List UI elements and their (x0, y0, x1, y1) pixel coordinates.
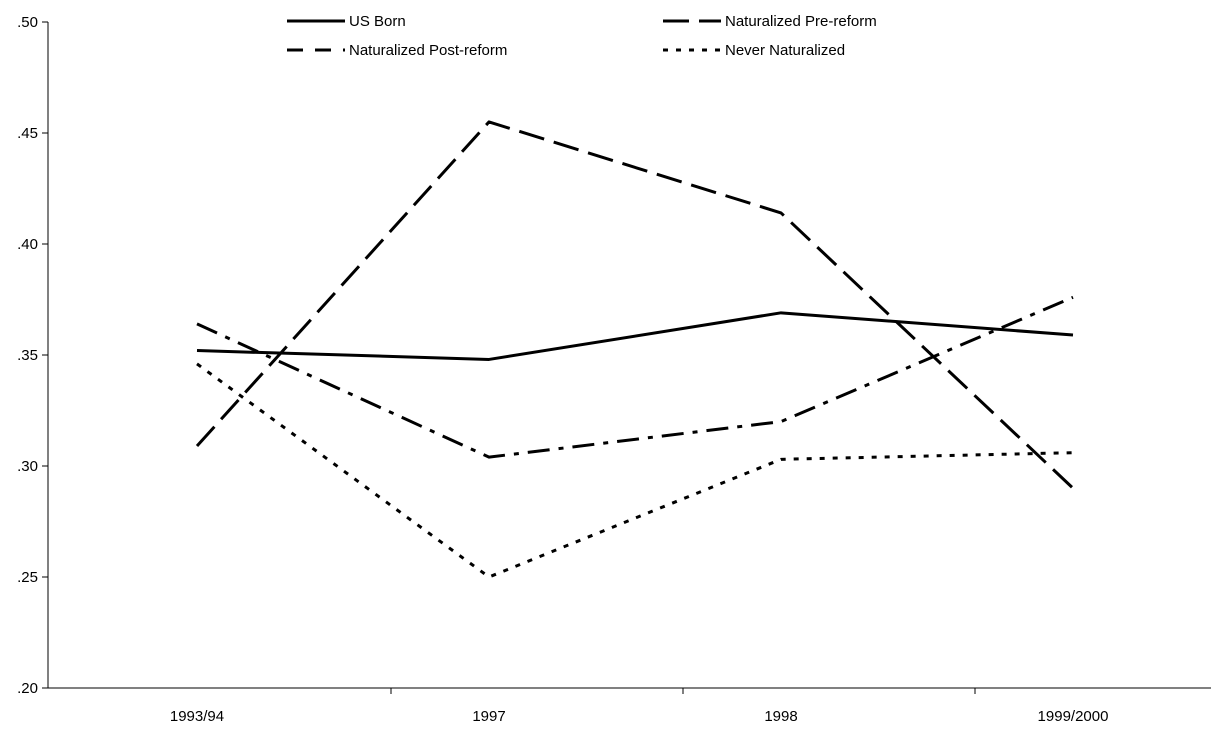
x-tick-label: 1993/94 (170, 708, 224, 725)
series-lines (195, 120, 1075, 579)
legend-label: US Born (349, 13, 406, 30)
y-tick-label: .45 (17, 125, 38, 142)
y-tick-label: .25 (17, 569, 38, 586)
legend-label: Never Naturalized (725, 42, 845, 59)
series-line-4 (196, 362, 1074, 579)
legend: US Born Naturalized Pre-reform Naturalized… (287, 13, 877, 59)
legend-label: Naturalized Pre-reform (725, 13, 877, 30)
x-tick-label: 1997 (472, 708, 505, 725)
y-tick-label: .50 (17, 14, 38, 31)
y-tick-label: .35 (17, 347, 38, 364)
x-tick-label: 1998 (764, 708, 797, 725)
y-tick-label: .40 (17, 236, 38, 253)
series-line-3 (196, 295, 1074, 459)
axes: .20 .25 .30 .35 .40 .45 .50 1993/94 1997 1998 1999… (17, 14, 1211, 725)
y-tick-label: .30 (17, 458, 38, 475)
legend-label: Naturalized Post-reform (349, 42, 507, 59)
series-line-1 (196, 311, 1074, 361)
y-tick-label: .20 (17, 680, 38, 697)
x-tick-label: 1999/2000 (1038, 708, 1109, 725)
series-line-2 (195, 120, 1075, 490)
